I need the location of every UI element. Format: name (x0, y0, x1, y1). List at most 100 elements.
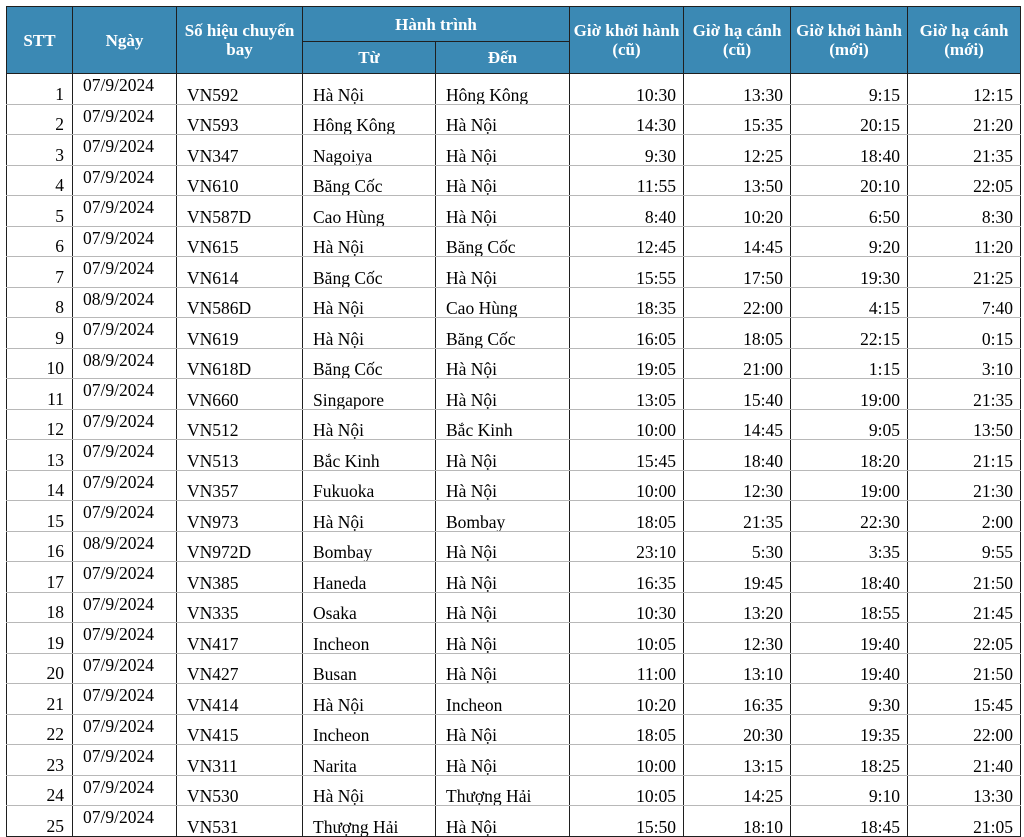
table-row: 3 07/9/2024 VN347 Nagoiya Hà Nội 9:30 12:25 18:… (6, 134, 1022, 166)
cell-arrival-old: 15:35 (683, 104, 792, 135)
cell-arrival-new: 21:50 (907, 561, 1022, 593)
cell-to: Hà Nội (434, 348, 571, 379)
cell-date: 07/9/2024 (72, 561, 177, 593)
table-row: 1 07/9/2024 VN592 Hà Nội Hông Kông 10:30 13:30… (6, 73, 1022, 105)
cell-to: Cao Hùng (434, 287, 571, 318)
cell-to: Băng Cốc (434, 226, 571, 257)
cell-departure-old: 13:05 (569, 378, 685, 410)
cell-flight-number: VN347 (176, 134, 303, 166)
table-row: 15 07/9/2024 VN973 Hà Nội Bombay 18:05 21:35 22… (6, 500, 1022, 532)
cell-from: Hà Nội (302, 683, 436, 715)
cell-date: 08/9/2024 (72, 531, 177, 562)
cell-arrival-old: 12:25 (683, 134, 792, 166)
table-row: 10 08/9/2024 VN618D Băng Cốc Hà Nội 19:05 21:0… (6, 348, 1022, 379)
cell-date: 07/9/2024 (72, 378, 177, 410)
cell-stt: 15 (6, 500, 73, 532)
cell-from: Băng Cốc (302, 256, 436, 288)
cell-stt: 19 (6, 622, 73, 654)
cell-departure-old: 11:00 (569, 653, 685, 684)
cell-departure-old: 18:35 (569, 287, 685, 318)
flight-schedule-container: STT Ngày Số hiệu chuyến bay Hành trình G… (6, 6, 1022, 837)
cell-arrival-old: 14:45 (683, 409, 792, 440)
cell-departure-new: 18:20 (790, 439, 909, 471)
cell-departure-new: 3:35 (790, 531, 909, 562)
cell-departure-new: 19:35 (790, 714, 909, 745)
cell-departure-old: 10:20 (569, 683, 685, 715)
cell-flight-number: VN531 (176, 805, 303, 837)
cell-to: Hà Nội (434, 592, 571, 623)
cell-stt: 6 (6, 226, 73, 257)
cell-departure-old: 16:35 (569, 561, 685, 593)
table-row: 8 08/9/2024 VN586D Hà Nội Cao Hùng 18:35 22:00… (6, 287, 1022, 318)
cell-to: Hà Nội (434, 378, 571, 410)
cell-from: Hà Nội (302, 287, 436, 318)
cell-arrival-old: 18:05 (683, 317, 792, 349)
table-row: 2 07/9/2024 VN593 Hông Kông Hà Nội 14:30 15:35… (6, 104, 1022, 135)
cell-arrival-new: 21:25 (907, 256, 1022, 288)
cell-to: Hà Nội (434, 195, 571, 227)
cell-flight-number: VN973 (176, 500, 303, 532)
table-row: 17 07/9/2024 VN385 Haneda Hà Nội 16:35 19:45 18… (6, 561, 1022, 593)
cell-departure-new: 19:30 (790, 256, 909, 288)
cell-departure-old: 19:05 (569, 348, 685, 379)
table-row: 7 07/9/2024 VN614 Băng Cốc Hà Nội 15:55 17:50 1… (6, 256, 1022, 288)
cell-departure-new: 18:55 (790, 592, 909, 623)
cell-to: Incheon (434, 683, 571, 715)
cell-stt: 23 (6, 744, 73, 776)
cell-date: 07/9/2024 (72, 165, 177, 196)
cell-to: Hà Nội (434, 805, 571, 837)
cell-arrival-new: 15:45 (907, 683, 1022, 715)
table-header: STT Ngày Số hiệu chuyến bay Hành trình G… (6, 6, 1022, 74)
header-departure-old: Giờ khởi hành (cũ) (569, 6, 685, 74)
cell-date: 07/9/2024 (72, 500, 177, 532)
cell-from: Busan (302, 653, 436, 684)
cell-stt: 2 (6, 104, 73, 135)
cell-departure-new: 18:45 (790, 805, 909, 837)
cell-flight-number: VN512 (176, 409, 303, 440)
cell-flight-number: VN335 (176, 592, 303, 623)
cell-stt: 18 (6, 592, 73, 623)
cell-arrival-old: 5:30 (683, 531, 792, 562)
cell-departure-new: 4:15 (790, 287, 909, 318)
cell-arrival-new: 22:05 (907, 622, 1022, 654)
cell-arrival-old: 14:45 (683, 226, 792, 257)
cell-date: 07/9/2024 (72, 470, 177, 501)
cell-departure-old: 10:00 (569, 470, 685, 501)
table-row: 5 07/9/2024 VN587D Cao Hùng Hà Nội 8:40 10:20 6… (6, 195, 1022, 227)
cell-departure-old: 18:05 (569, 500, 685, 532)
cell-stt: 9 (6, 317, 73, 349)
cell-departure-new: 9:30 (790, 683, 909, 715)
cell-flight-number: VN660 (176, 378, 303, 410)
cell-date: 07/9/2024 (72, 409, 177, 440)
cell-departure-old: 10:00 (569, 744, 685, 776)
cell-departure-old: 15:55 (569, 256, 685, 288)
cell-departure-old: 10:00 (569, 409, 685, 440)
cell-arrival-old: 13:50 (683, 165, 792, 196)
cell-to: Hông Kông (434, 73, 571, 105)
cell-departure-old: 10:05 (569, 775, 685, 806)
cell-stt: 14 (6, 470, 73, 501)
header-to: Đến (434, 41, 571, 74)
cell-to: Bắc Kinh (434, 409, 571, 440)
cell-stt: 11 (6, 378, 73, 410)
cell-stt: 4 (6, 165, 73, 196)
cell-stt: 1 (6, 73, 73, 105)
cell-date: 07/9/2024 (72, 104, 177, 135)
cell-arrival-new: 21:35 (907, 378, 1022, 410)
header-date: Ngày (72, 6, 177, 74)
cell-departure-old: 15:50 (569, 805, 685, 837)
cell-departure-old: 16:05 (569, 317, 685, 349)
cell-arrival-old: 20:30 (683, 714, 792, 745)
table-row: 11 07/9/2024 VN660 Singapore Hà Nội 13:05 15:4… (6, 378, 1022, 410)
cell-stt: 3 (6, 134, 73, 166)
cell-departure-old: 12:45 (569, 226, 685, 257)
cell-flight-number: VN587D (176, 195, 303, 227)
cell-stt: 20 (6, 653, 73, 684)
cell-date: 07/9/2024 (72, 744, 177, 776)
cell-flight-number: VN610 (176, 165, 303, 196)
cell-arrival-new: 3:10 (907, 348, 1022, 379)
cell-flight-number: VN513 (176, 439, 303, 471)
cell-flight-number: VN592 (176, 73, 303, 105)
cell-from: Hà Nội (302, 317, 436, 349)
cell-departure-new: 6:50 (790, 195, 909, 227)
